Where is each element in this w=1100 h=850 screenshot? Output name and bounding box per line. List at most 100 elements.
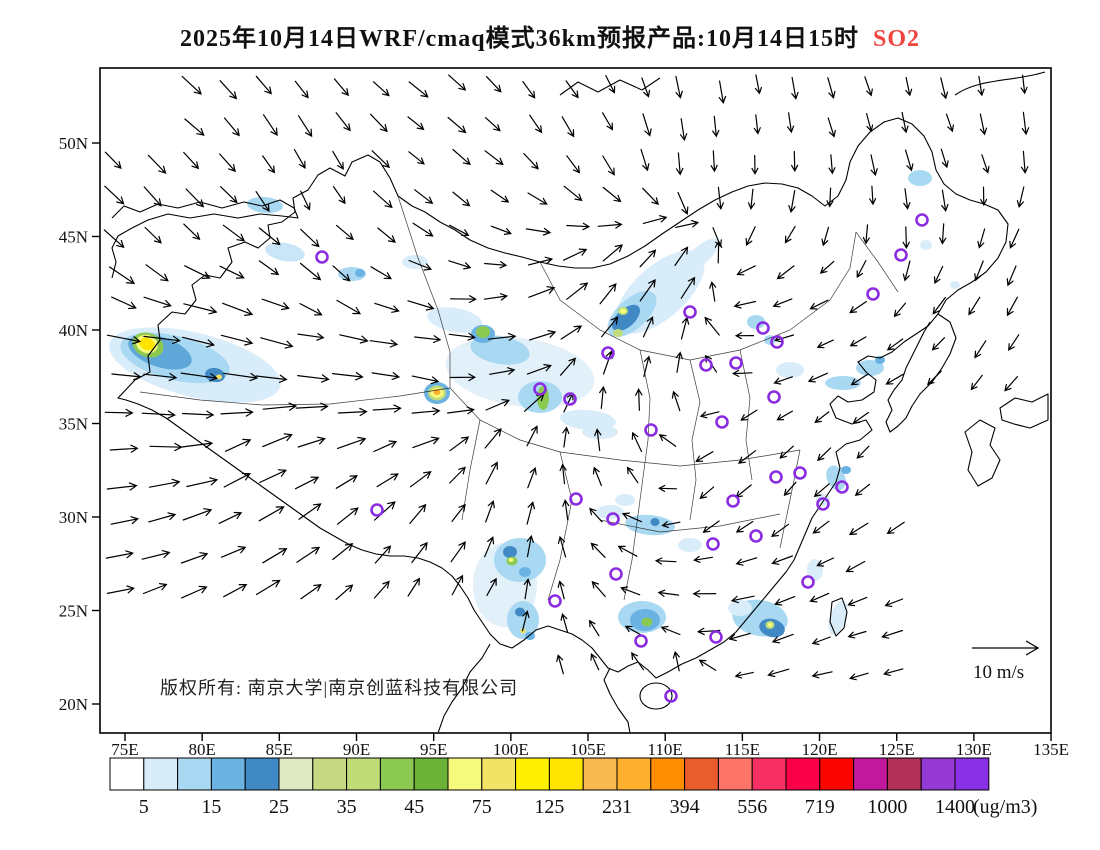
wind-arrow bbox=[374, 302, 400, 313]
wind-arrow bbox=[827, 117, 836, 138]
wind-arrow bbox=[484, 150, 504, 166]
wind-arrow bbox=[147, 154, 167, 174]
wind-arrow bbox=[850, 373, 869, 386]
coastline-path bbox=[111, 199, 299, 279]
wind-arrow bbox=[300, 228, 320, 248]
wind-arrow bbox=[771, 633, 794, 644]
wind-arrow bbox=[562, 426, 570, 448]
colorbar-cell bbox=[447, 757, 483, 791]
wind-arrow bbox=[885, 373, 904, 385]
wind-arrow bbox=[222, 302, 254, 316]
wind-arrow bbox=[974, 260, 984, 282]
wind-arrow bbox=[528, 286, 556, 298]
wind-arrow bbox=[299, 262, 322, 281]
wind-arrow bbox=[183, 303, 218, 315]
station-marker bbox=[793, 466, 807, 480]
wind-arrow bbox=[599, 283, 617, 305]
lon-tick-label: 75E bbox=[111, 740, 138, 759]
wind-arrow bbox=[143, 186, 162, 207]
wind-arrow bbox=[297, 436, 326, 448]
wind-arrow bbox=[854, 483, 871, 496]
wind-arrow bbox=[527, 466, 537, 489]
colorbar-tick-label: 5 bbox=[139, 796, 149, 818]
wind-arrow bbox=[297, 374, 330, 383]
coastline-path bbox=[964, 419, 1001, 487]
province-border bbox=[539, 231, 857, 361]
wind-arrow bbox=[566, 155, 581, 174]
wind-arrow bbox=[557, 580, 565, 600]
station-marker bbox=[609, 567, 623, 581]
wind-arrow bbox=[737, 450, 757, 464]
wind-arrow bbox=[1020, 150, 1029, 174]
wind-arrow bbox=[631, 431, 643, 453]
wind-arrow bbox=[111, 296, 137, 310]
wind-arrow bbox=[590, 542, 606, 558]
colorbar-cell bbox=[853, 757, 888, 791]
wind-arrow bbox=[882, 668, 904, 676]
wind-arrow bbox=[813, 483, 830, 498]
wind-arrow bbox=[881, 629, 903, 639]
colorbar-cell bbox=[920, 757, 956, 791]
so2-patch bbox=[747, 315, 765, 329]
station-marker bbox=[606, 512, 620, 526]
station-marker bbox=[801, 575, 815, 589]
colorbar-tick-label: 1400 bbox=[935, 796, 975, 818]
copyright-text: 版权所有: 南京大学|南京创蓝科技有限公司 bbox=[160, 678, 518, 698]
wind-arrow bbox=[602, 350, 614, 375]
wind-arrow bbox=[680, 276, 696, 299]
wind-arrow bbox=[893, 302, 906, 318]
wind-arrow bbox=[148, 512, 177, 523]
wind-arrow bbox=[335, 475, 358, 489]
colorbar-tick-label: 231 bbox=[602, 796, 632, 818]
wind-arrow bbox=[262, 114, 278, 137]
wind-arrow bbox=[1020, 74, 1028, 95]
station-marker bbox=[749, 529, 763, 543]
colorbar-cell bbox=[717, 757, 753, 791]
wind-arrow bbox=[771, 555, 793, 565]
coastline-path bbox=[117, 117, 1009, 679]
so2-patch bbox=[519, 567, 531, 577]
wind-arrow bbox=[816, 339, 834, 349]
lon-tick-label: 105E bbox=[570, 740, 606, 759]
wind-arrow bbox=[374, 545, 392, 564]
colorbar-cell bbox=[785, 757, 821, 791]
colorbar-tick-label: 719 bbox=[805, 796, 835, 818]
wind-arrow bbox=[856, 445, 870, 459]
colorbar-tick-label: 556 bbox=[737, 796, 767, 818]
so2-patch bbox=[612, 304, 640, 332]
wind-arrow bbox=[221, 545, 247, 558]
wind-arrow bbox=[784, 225, 796, 244]
wind-arrow bbox=[489, 367, 516, 375]
wind-arrow bbox=[675, 75, 683, 99]
station-marker bbox=[533, 382, 547, 396]
station-marker bbox=[601, 346, 615, 360]
coastline-path bbox=[954, 71, 1046, 96]
wind-arrow bbox=[1009, 228, 1020, 249]
wind-arrow bbox=[657, 589, 680, 597]
station-marker bbox=[835, 480, 849, 494]
wind-arrow bbox=[103, 229, 125, 249]
wind-arrow bbox=[296, 546, 321, 563]
wind-arrow bbox=[526, 501, 535, 525]
wind-arrow bbox=[698, 659, 717, 671]
wind-arrow bbox=[594, 428, 602, 452]
wind-arrow bbox=[695, 451, 714, 463]
station-marker bbox=[769, 470, 783, 484]
wind-arrow bbox=[412, 222, 434, 237]
so2-patch bbox=[508, 558, 514, 562]
wind-arrow bbox=[451, 574, 464, 596]
wind-arrow bbox=[658, 434, 677, 447]
so2-patch bbox=[678, 538, 702, 552]
wind-arrow bbox=[143, 296, 172, 308]
colorbar-cell bbox=[413, 757, 449, 791]
wind-arrow bbox=[816, 557, 835, 567]
wind-reference-arrow-icon bbox=[972, 640, 1040, 656]
wind-arrow bbox=[977, 228, 986, 249]
station-marker bbox=[816, 497, 830, 511]
wind-arrow bbox=[849, 300, 867, 314]
wind-arrow bbox=[767, 668, 790, 678]
lon-tick-label: 80E bbox=[188, 740, 215, 759]
wind-arrow bbox=[817, 447, 832, 462]
so2-patch bbox=[525, 632, 535, 640]
colorbar-tick-label: 35 bbox=[337, 796, 357, 818]
